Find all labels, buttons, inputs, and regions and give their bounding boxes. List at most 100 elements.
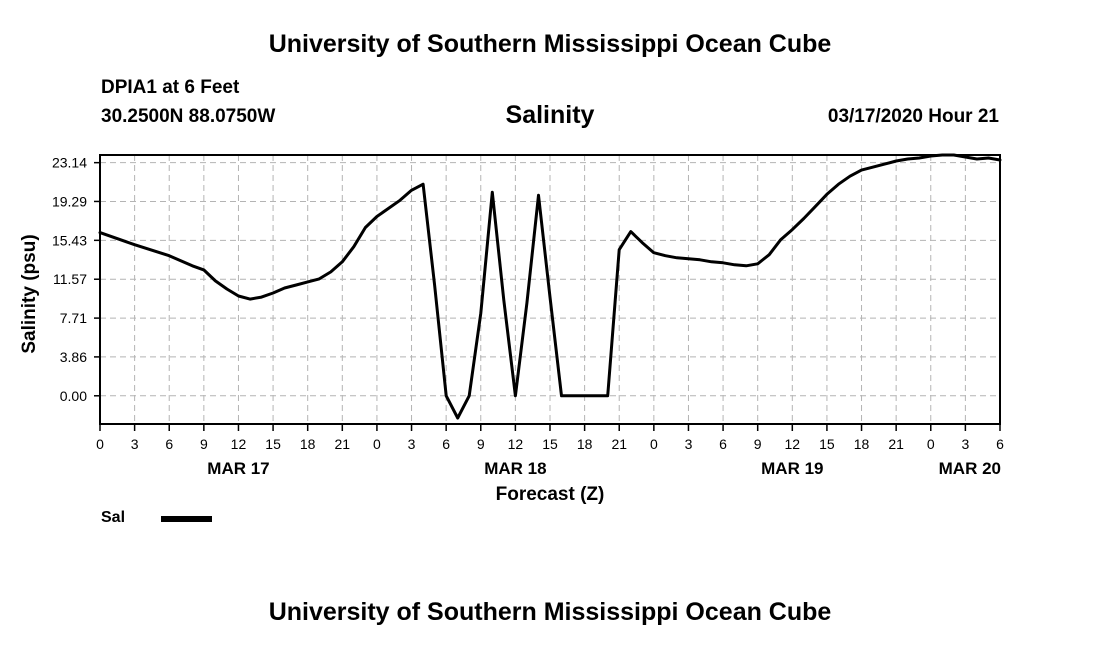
parameter-title: Salinity <box>505 101 595 129</box>
data-point <box>133 243 136 246</box>
data-point <box>318 278 321 280</box>
date-label: MAR 19 <box>761 459 823 478</box>
x-tick-label: 9 <box>477 436 485 452</box>
y-tick-label: 15.43 <box>52 232 87 248</box>
data-point <box>664 254 667 257</box>
data-point <box>941 154 944 156</box>
data-point <box>676 257 678 259</box>
data-point <box>745 265 747 267</box>
x-tick-label: 21 <box>888 436 904 452</box>
data-point <box>653 251 655 254</box>
x-tick-label: 6 <box>996 436 1004 452</box>
x-tick-label: 3 <box>408 436 416 452</box>
data-point <box>595 395 597 397</box>
data-point <box>433 284 436 286</box>
data-point <box>226 288 228 290</box>
grid-lines <box>100 155 1000 424</box>
x-tick-label: 0 <box>927 436 935 452</box>
data-point <box>503 299 505 301</box>
x-tick-label: 0 <box>96 436 104 452</box>
x-tick-label: 3 <box>685 436 693 452</box>
y-tick-label: 23.14 <box>52 155 87 171</box>
y-tick-label: 0.00 <box>60 388 87 404</box>
data-point <box>687 258 690 260</box>
x-tick-label: 18 <box>300 436 316 452</box>
date-label: MAR 17 <box>207 459 269 478</box>
data-point <box>330 271 332 273</box>
data-point <box>272 292 274 294</box>
data-point <box>953 154 955 156</box>
data-point <box>930 155 932 157</box>
data-point <box>387 207 390 210</box>
data-point <box>526 302 528 304</box>
chart-title: University of Southern Mississippi Ocean… <box>268 30 832 58</box>
data-point <box>353 245 355 248</box>
data-point <box>260 296 263 298</box>
series-layer <box>98 153 1002 420</box>
data-point <box>849 175 851 177</box>
data-point <box>722 262 724 264</box>
data-point <box>341 261 344 263</box>
data-point <box>883 163 886 165</box>
data-point <box>976 158 978 160</box>
x-tick-label: 3 <box>131 436 139 452</box>
y-axis: 23.14 19.29 15.43 11.57 7.71 3.86 0.00 <box>52 155 100 404</box>
data-point <box>699 259 701 261</box>
timestamp-label: 03/17/2020 Hour 21 <box>827 106 999 127</box>
data-point <box>514 395 517 397</box>
x-tick-label: 18 <box>577 436 593 452</box>
y-axis-label: Salinity (psu) <box>19 234 40 353</box>
data-point <box>630 230 632 233</box>
x-tick-label: 0 <box>650 436 658 452</box>
data-point <box>491 191 494 194</box>
data-point <box>606 395 609 397</box>
x-tick-label: 15 <box>265 436 281 452</box>
x-tick-label: 12 <box>508 436 524 452</box>
y-tick-label: 7.71 <box>60 310 87 326</box>
data-point <box>480 312 482 315</box>
legend-label: Sal <box>101 509 126 526</box>
x-axis-label: Forecast (Z) <box>496 484 605 505</box>
data-point <box>733 264 736 266</box>
data-point <box>191 265 194 267</box>
data-point <box>710 261 713 263</box>
data-point <box>237 295 240 297</box>
data-point <box>895 160 897 162</box>
date-label: MAR 18 <box>484 459 546 478</box>
data-point <box>826 193 828 196</box>
x-tick-label: 6 <box>442 436 450 452</box>
x-tick-label: 6 <box>719 436 727 452</box>
x-tick-label: 15 <box>542 436 558 452</box>
data-point <box>768 253 770 256</box>
data-point <box>780 238 782 241</box>
data-point <box>583 395 586 397</box>
x-tick-label: 18 <box>854 436 870 452</box>
data-point <box>306 281 309 283</box>
data-point <box>364 226 367 229</box>
data-point <box>641 241 644 244</box>
x-tick-label: 15 <box>819 436 835 452</box>
data-point <box>445 395 448 397</box>
x-tick-label: 12 <box>785 436 801 452</box>
x-tick-label: 6 <box>165 436 173 452</box>
data-point <box>537 194 540 197</box>
x-tick-label: 21 <box>335 436 351 452</box>
x-tick-label: 0 <box>373 436 381 452</box>
coordinates-label: 30.2500N 88.0750W <box>101 106 276 127</box>
data-point <box>837 183 840 185</box>
data-point <box>456 417 459 419</box>
data-point <box>295 284 298 286</box>
data-point <box>999 159 1001 161</box>
data-point <box>860 169 863 171</box>
data-point <box>906 158 909 160</box>
data-point <box>99 231 101 234</box>
y-tick-label: 19.29 <box>52 193 87 209</box>
data-point <box>410 189 413 192</box>
data-point <box>560 395 563 397</box>
x-tick-label: 21 <box>611 436 627 452</box>
data-point <box>376 215 378 218</box>
x-tick-label: 9 <box>754 436 762 452</box>
date-label: MAR 20 <box>939 459 1001 478</box>
data-point <box>468 395 471 397</box>
